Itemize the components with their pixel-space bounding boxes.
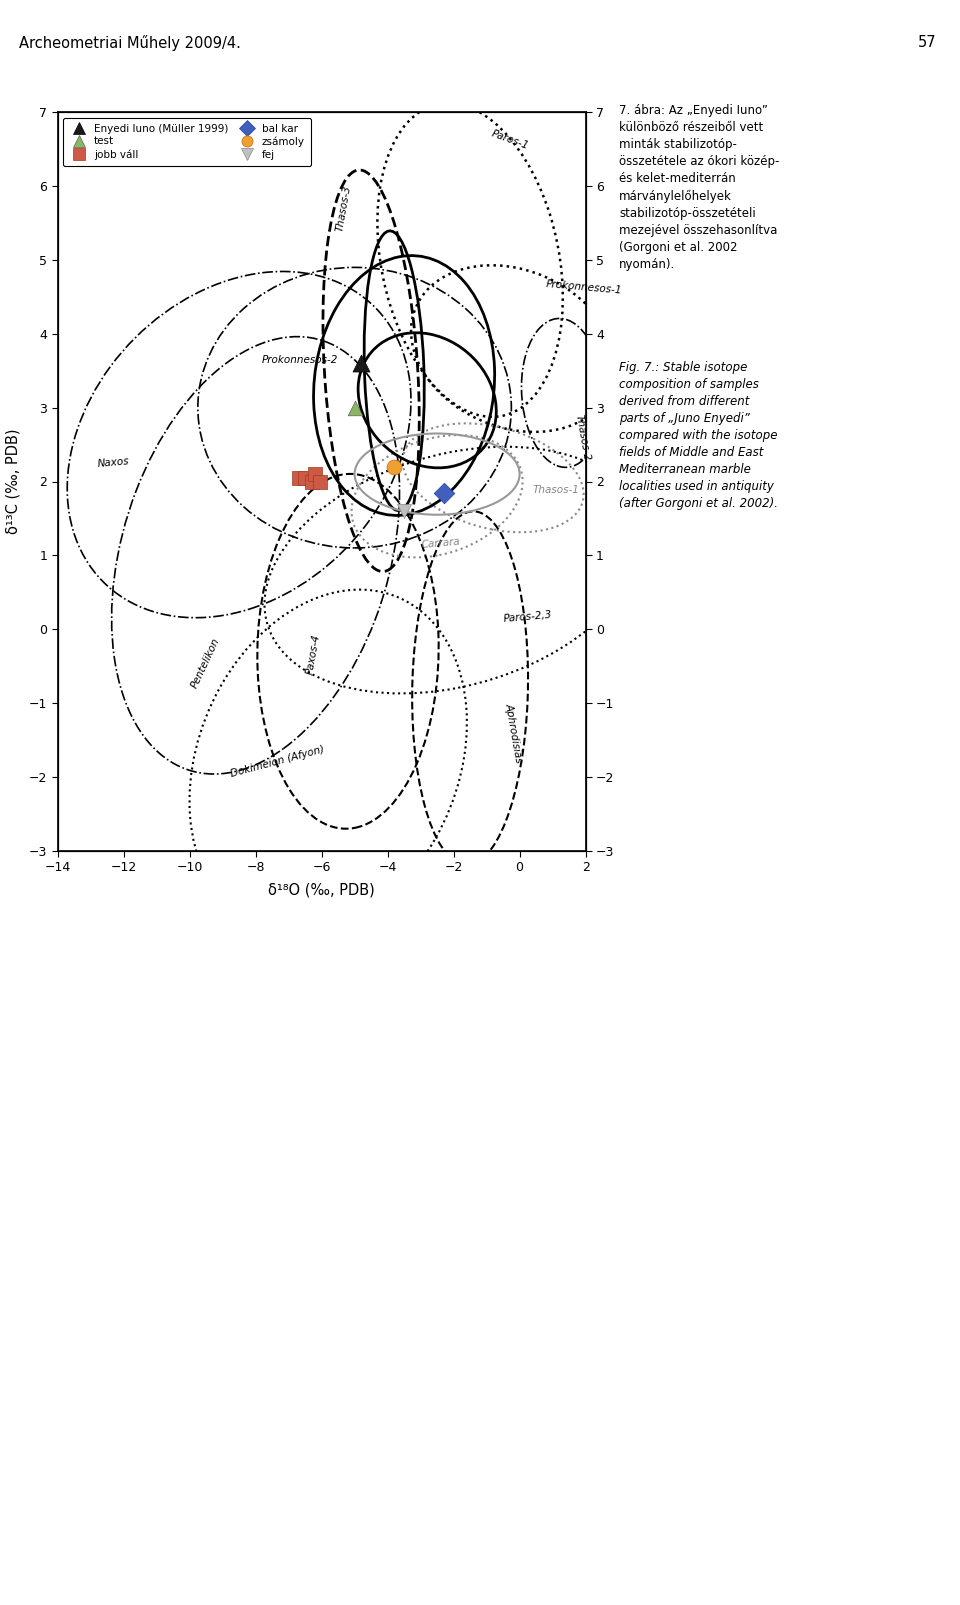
Y-axis label: δ¹³C (‰, PDB): δ¹³C (‰, PDB) [6,429,20,534]
Point [396,498,412,523]
Text: Thasos-2: Thasos-2 [574,414,592,461]
Text: Aphrodisias: Aphrodisias [503,703,523,764]
Text: Paxos-4: Paxos-4 [305,634,322,676]
Text: Dokimeion (Afyon): Dokimeion (Afyon) [229,745,325,778]
Text: 57: 57 [918,35,936,50]
Text: Fig. 7.: Stable isotope
composition of samples
derived from different
parts of „: Fig. 7.: Stable isotope composition of s… [619,361,779,510]
Point [353,350,369,376]
Point [291,465,306,491]
Text: Archeometriai Műhely 2009/4.: Archeometriai Műhely 2009/4. [19,35,241,51]
Text: Carrara: Carrara [420,536,461,551]
Text: Paros-1: Paros-1 [490,128,530,151]
Text: Naxos: Naxos [97,456,130,469]
Point [312,469,327,494]
Text: Paros-2,3: Paros-2,3 [503,610,553,624]
Text: 7. ábra: Az „Enyedi Iuno”
különböző részeiből vett
minták stabilizotóp-
összetét: 7. ábra: Az „Enyedi Iuno” különböző rész… [619,104,780,271]
Point [436,480,451,506]
Point [347,395,362,421]
Text: Thasos-3: Thasos-3 [335,185,352,233]
Point [298,465,313,491]
Text: Prokonnesos-2: Prokonnesos-2 [262,355,339,366]
Point [304,469,320,494]
Text: Pentelikon: Pentelikon [190,637,222,690]
Text: Thasos-1: Thasos-1 [533,485,580,494]
Point [387,454,402,480]
Legend: Enyedi Iuno (Müller 1999), test, jobb váll, bal kar, zsámoly, fej: Enyedi Iuno (Müller 1999), test, jobb vá… [62,117,311,165]
X-axis label: δ¹⁸O (‰, PDB): δ¹⁸O (‰, PDB) [268,883,375,897]
Point [307,461,323,486]
Text: Prokonnesos-1: Prokonnesos-1 [546,279,623,295]
